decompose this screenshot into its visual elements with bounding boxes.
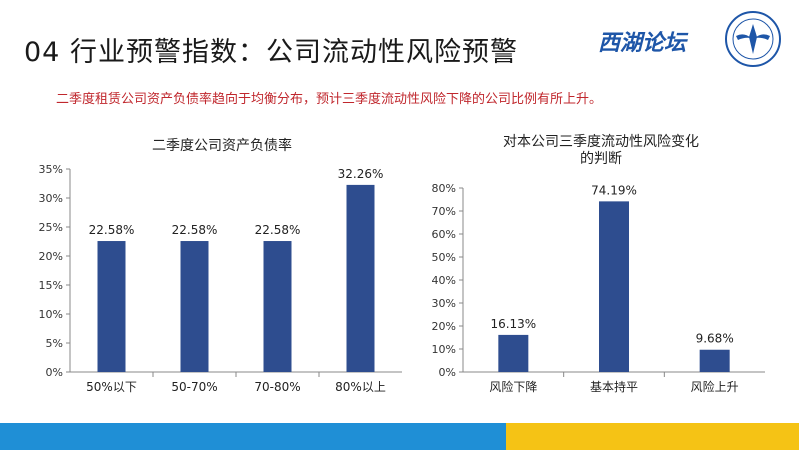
y-tick-label: 10% bbox=[39, 308, 63, 321]
y-tick-label: 35% bbox=[39, 163, 63, 176]
x-tick-label: 50%以下 bbox=[86, 380, 137, 394]
footer-bar-blue bbox=[0, 423, 506, 450]
bar bbox=[699, 349, 730, 372]
chart-title: 二季度公司资产负债率 bbox=[152, 137, 292, 154]
emblem-seal-icon bbox=[725, 11, 781, 67]
page-title: 04 行业预警指数：公司流动性风险预警 bbox=[24, 37, 518, 68]
chart-title: 的判断 bbox=[580, 151, 622, 167]
bar-value-label: 9.68% bbox=[696, 332, 734, 346]
forum-logo: 西湖论坛 bbox=[598, 30, 687, 56]
bar bbox=[599, 201, 629, 372]
y-tick-label: 80% bbox=[432, 182, 456, 195]
bar bbox=[346, 184, 375, 372]
y-tick-label: 20% bbox=[432, 320, 456, 333]
y-tick-label: 15% bbox=[39, 279, 63, 292]
y-tick-label: 25% bbox=[39, 221, 63, 234]
y-tick-label: 60% bbox=[432, 228, 456, 241]
y-tick-label: 50% bbox=[432, 251, 456, 264]
bar-value-label: 32.26% bbox=[338, 167, 384, 181]
y-tick-label: 70% bbox=[432, 205, 456, 218]
x-tick-label: 50-70% bbox=[171, 380, 217, 394]
page-subtitle: 二季度租赁公司资产负债率趋向于均衡分布，预计三季度流动性风险下降的公司比例有所上… bbox=[56, 92, 603, 107]
y-tick-label: 0% bbox=[46, 366, 63, 379]
bar-value-label: 16.13% bbox=[490, 317, 536, 331]
y-tick-label: 30% bbox=[432, 297, 456, 310]
chart-title: 对本公司三季度流动性风险变化 bbox=[503, 134, 699, 150]
bar-value-label: 22.58% bbox=[255, 223, 301, 237]
bar bbox=[97, 241, 126, 372]
x-tick-label: 80%以上 bbox=[335, 380, 386, 394]
bar-value-label: 74.19% bbox=[591, 183, 637, 197]
y-tick-label: 5% bbox=[46, 337, 63, 350]
bar bbox=[498, 334, 529, 372]
y-tick-label: 10% bbox=[432, 343, 456, 356]
x-tick-label: 70-80% bbox=[254, 380, 300, 394]
footer-bar-yellow bbox=[506, 423, 799, 450]
bar-value-label: 22.58% bbox=[89, 223, 135, 237]
x-tick-label: 基本持平 bbox=[590, 379, 638, 394]
y-tick-label: 30% bbox=[39, 192, 63, 205]
y-tick-label: 40% bbox=[432, 274, 456, 287]
y-tick-label: 20% bbox=[39, 250, 63, 263]
debt-ratio-chart: 二季度公司资产负债率 0% 5% 10% 15% 20% 25% 30% 35% 22.58% 50… bbox=[39, 137, 402, 394]
bar-value-label: 22.58% bbox=[172, 223, 218, 237]
x-tick-label: 风险上升 bbox=[691, 379, 739, 394]
y-tick-label: 0% bbox=[439, 366, 456, 379]
bar bbox=[180, 241, 209, 372]
x-tick-label: 风险下降 bbox=[489, 379, 537, 394]
bar bbox=[263, 241, 292, 372]
